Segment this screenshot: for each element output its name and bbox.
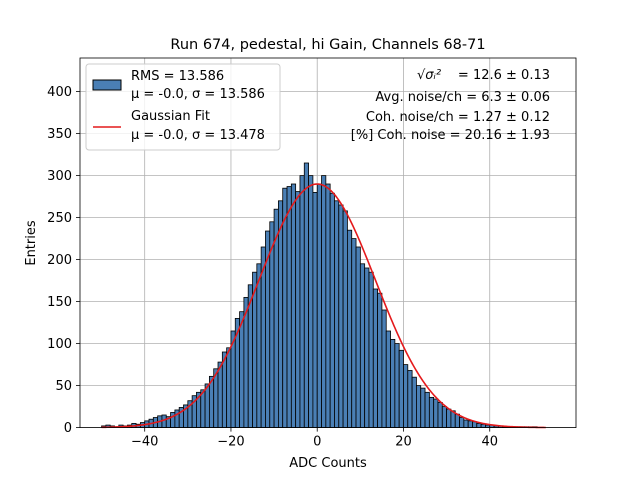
x-tick-label: −40 [131, 435, 158, 450]
histogram-bar [226, 347, 232, 428]
histogram-bar [407, 370, 413, 429]
histogram-bar [364, 267, 370, 429]
histogram-bar [459, 417, 465, 428]
histogram-bar [321, 175, 327, 429]
histogram-bar [217, 361, 223, 428]
histogram-bar [347, 229, 353, 428]
histogram-bar [325, 183, 331, 429]
annotation-sqrt-value: = 12.6 ± 0.13 [458, 68, 550, 83]
x-tick-label: 40 [481, 435, 498, 450]
histogram-bar [372, 288, 379, 429]
y-tick-label: 200 [47, 253, 72, 268]
histogram-bar [286, 186, 292, 429]
y-tick-label: 50 [55, 379, 72, 394]
histogram-bar [385, 330, 391, 428]
axes-frame [79, 57, 577, 429]
histogram-bar [377, 292, 383, 429]
annotation-coh-noise: Coh. noise/ch = 1.27 ± 0.12 [366, 110, 550, 125]
histogram-bar [200, 389, 206, 428]
histogram-bar [416, 385, 422, 429]
legend-entry-data-line2: μ = -0.0, σ = 13.586 [131, 87, 265, 102]
x-tick-label: 20 [395, 435, 412, 450]
histogram-bar [342, 210, 348, 429]
histogram-bar [303, 162, 309, 429]
y-axis-ticks: 0 50 100 150 200 250 300 350 400 [47, 85, 80, 436]
histogram-bar [295, 191, 301, 428]
histogram-bar [428, 396, 435, 428]
y-tick-label: 0 [64, 421, 72, 436]
histogram-bar [359, 263, 366, 428]
legend-entry-data-line1: RMS = 13.586 [131, 69, 224, 84]
histogram-bar [308, 175, 314, 429]
x-tick-label: 0 [313, 435, 321, 450]
histogram-bar [476, 422, 482, 428]
histogram-bar [424, 391, 430, 429]
histogram-bar [433, 398, 439, 429]
histogram-bar [403, 364, 409, 429]
histogram-bar [454, 413, 460, 429]
y-tick-label: 350 [47, 127, 72, 142]
annotation-avg-noise: Avg. noise/ch = 6.3 ± 0.06 [375, 90, 550, 105]
histogram-bar [290, 183, 297, 429]
gaussian-fit-curve [101, 183, 546, 429]
y-tick-label: 300 [47, 169, 72, 184]
y-tick-label: 150 [47, 295, 72, 310]
legend-entry-fit-line1: Gaussian Fit [131, 109, 210, 124]
annotation-sqrt-symbol: √σᵢ² [417, 68, 441, 83]
histogram-bar [282, 187, 288, 428]
annotation-coh-noise-pct: [%] Coh. noise = 20.16 ± 1.93 [351, 128, 550, 143]
histogram-bar [338, 204, 344, 429]
legend: RMS = 13.586 μ = -0.0, σ = 13.586 Gaussi… [85, 63, 281, 151]
legend-entry-fit-line2: μ = -0.0, σ = 13.478 [131, 128, 265, 143]
histogram-bar [329, 192, 335, 429]
histogram-bar [394, 343, 400, 429]
histogram-bar [334, 200, 340, 429]
x-axis-label: ADC Counts [289, 456, 367, 471]
histogram-bar [204, 383, 210, 429]
histogram-bar [441, 406, 448, 429]
histogram-bar [467, 420, 473, 429]
histogram-bar [381, 309, 387, 428]
histogram-bar [446, 408, 452, 428]
histogram-bar [368, 271, 374, 429]
histogram-bar [299, 175, 305, 429]
histogram-bar [355, 246, 361, 429]
histogram-bar [480, 423, 486, 428]
histogram-bar [256, 263, 262, 428]
legend-box [85, 63, 281, 151]
legend-data-swatch [92, 79, 122, 91]
histogram-bar [411, 376, 417, 429]
plot-area [79, 57, 577, 429]
histogram-bar [312, 191, 318, 428]
y-tick-label: 400 [47, 85, 72, 100]
histogram-bar [420, 387, 426, 428]
histogram-bar [239, 311, 245, 428]
histogram-bar [316, 183, 322, 429]
x-tick-label: −20 [217, 435, 244, 450]
chart-title: Run 674, pedestal, hi Gain, Channels 68-… [170, 37, 485, 53]
y-tick-label: 250 [47, 211, 72, 226]
histogram-bar [170, 412, 176, 429]
y-tick-label: 100 [47, 337, 72, 352]
y-axis-label: Entries [24, 220, 39, 266]
x-axis-ticks: −40 −20 0 20 40 [131, 427, 498, 450]
histogram-bar [398, 349, 404, 429]
histogram-bars [101, 162, 538, 429]
histogram-bar [437, 401, 443, 428]
histogram-bar [351, 238, 357, 429]
histogram-bar [390, 338, 396, 428]
noise-annotations: = 12.6 ± 0.13 √σᵢ² Avg. noise/ch = 6.3 ±… [351, 68, 550, 143]
histogram-bar [463, 419, 469, 429]
histogram-bar [277, 200, 284, 429]
